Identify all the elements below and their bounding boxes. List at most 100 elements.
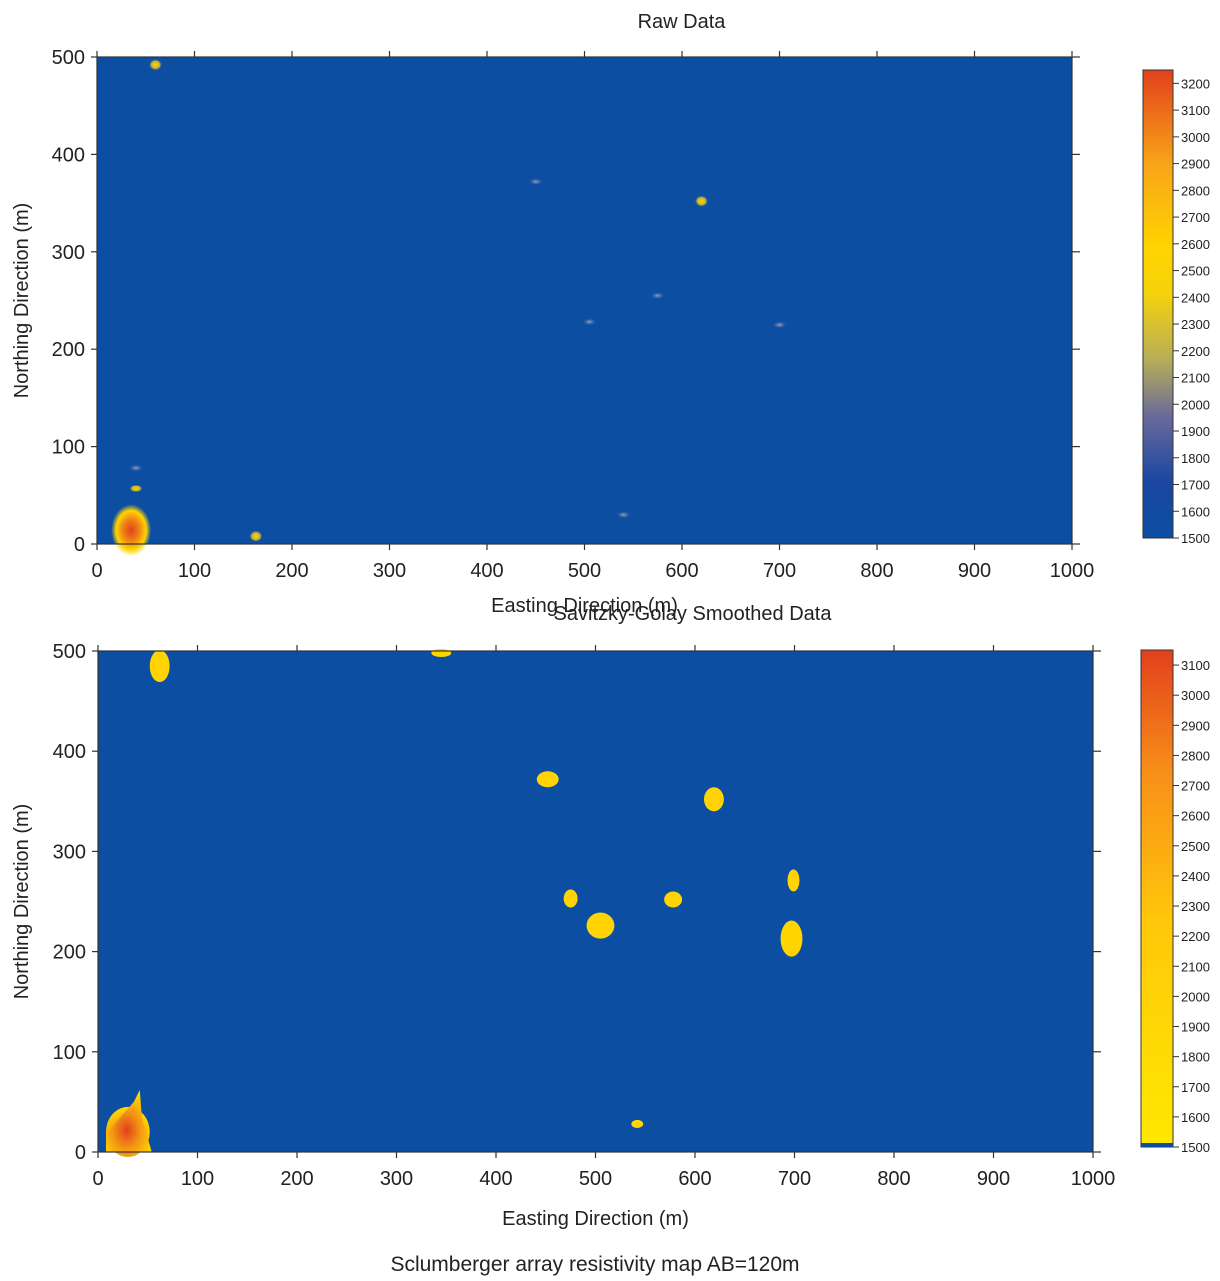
y-tick-label: 0 — [74, 534, 85, 556]
anomaly-mark — [105, 1089, 152, 1152]
colorbar-tick-label: 2600 — [1181, 809, 1210, 824]
y-tick-label: 500 — [52, 47, 85, 69]
x-tick-label: 100 — [181, 1168, 214, 1190]
x-tick-label: 0 — [92, 1168, 103, 1190]
x-axis-label: Easting Direction (m) — [491, 595, 678, 617]
anomaly-mark — [694, 195, 709, 208]
y-axis-label: Northing Direction (m) — [11, 804, 33, 1000]
colorbar-scale — [1140, 649, 1174, 1148]
y-tick-label: 100 — [52, 437, 85, 459]
x-tick-label: 700 — [763, 560, 796, 582]
anomaly-mark — [248, 530, 263, 543]
colorbar-tick-label: 2500 — [1181, 264, 1210, 279]
x-tick-label: 500 — [568, 560, 601, 582]
anomaly-mark — [128, 464, 144, 473]
anomaly-mark — [536, 771, 559, 788]
colorbar-tick-label: 2400 — [1181, 290, 1210, 305]
x-tick-label: 600 — [678, 1168, 711, 1190]
x-tick-label: 1000 — [1050, 560, 1095, 582]
x-tick-label: 900 — [977, 1168, 1010, 1190]
anomaly-mark — [664, 891, 683, 908]
anomaly-mark — [649, 291, 666, 300]
anomaly-mark — [780, 920, 803, 957]
colorbar-low-band — [1141, 1143, 1173, 1147]
x-tick-label: 100 — [178, 560, 211, 582]
colorbar-tick-label: 3100 — [1181, 658, 1210, 673]
anomaly-mark — [527, 177, 544, 186]
colorbar-tick-label: 1800 — [1181, 1050, 1210, 1065]
x-tick-label: 800 — [860, 560, 893, 582]
y-axis-label: Northing Direction (m) — [11, 203, 33, 399]
figure-caption: Sclumberger array resistivity map AB=120… — [390, 1253, 800, 1276]
colorbar-tick-label: 1600 — [1181, 1110, 1210, 1125]
colorbar-tick-label: 2300 — [1181, 317, 1210, 332]
colorbar-tick-label: 1900 — [1181, 424, 1210, 439]
x-tick-label: 200 — [275, 560, 308, 582]
anomaly-mark — [431, 648, 452, 658]
plot-area — [97, 57, 1072, 544]
colorbar-tick-label: 1500 — [1181, 531, 1210, 546]
x-tick-label: 300 — [373, 560, 406, 582]
x-tick-label: 500 — [579, 1168, 612, 1190]
y-tick-label: 500 — [53, 641, 86, 663]
x-tick-label: 300 — [380, 1168, 413, 1190]
y-tick-label: 200 — [52, 339, 85, 361]
colorbar-tick-label: 1500 — [1181, 1140, 1210, 1155]
colorbar-tick-label: 3000 — [1181, 688, 1210, 703]
plot-area — [98, 651, 1093, 1152]
anomaly-mark — [581, 317, 598, 326]
colorbar-tick-label: 2700 — [1181, 210, 1210, 225]
x-tick-label: 1000 — [1071, 1168, 1116, 1190]
colorbar-tick-label: 2000 — [1181, 989, 1210, 1004]
colorbar: 1500 1600 1700 1800 1900 2000 2100 2200 2300 2400… — [1142, 69, 1210, 546]
x-tick-label: 200 — [280, 1168, 313, 1190]
colorbar-tick-label: 2500 — [1181, 839, 1210, 854]
x-tick-label: 600 — [665, 560, 698, 582]
y-tick-label: 400 — [53, 741, 86, 763]
colorbar-tick-label: 2700 — [1181, 779, 1210, 794]
colorbar-tick-label: 2400 — [1181, 869, 1210, 884]
colorbar-tick-label: 2300 — [1181, 899, 1210, 914]
colorbar-tick-label: 2000 — [1181, 397, 1210, 412]
colorbar: 1500 1600 1700 1800 1900 2000 2100 2200 2300 2400… — [1140, 649, 1210, 1155]
chart-panel-2: 0 100 200 300 400 500 600 700 800 900 1000 0 100 200 3… — [11, 603, 1210, 1230]
anomaly-mark — [148, 58, 163, 71]
colorbar-tick-label: 2900 — [1181, 157, 1210, 172]
colorbar-tick-label: 1800 — [1181, 451, 1210, 466]
y-tick-label: 300 — [52, 242, 85, 264]
anomaly-mark — [615, 510, 632, 519]
y-tick-label: 300 — [53, 841, 86, 863]
x-tick-label: 700 — [778, 1168, 811, 1190]
x-tick-label: 400 — [470, 560, 503, 582]
x-axis-label: Easting Direction (m) — [502, 1208, 689, 1230]
colorbar-scale — [1142, 69, 1174, 539]
colorbar-tick-label: 2100 — [1181, 371, 1210, 386]
anomaly-mark — [111, 504, 152, 557]
y-tick-label: 200 — [53, 942, 86, 964]
colorbar-tick-label: 2800 — [1181, 183, 1210, 198]
colorbar-tick-label: 2200 — [1181, 344, 1210, 359]
x-tick-label: 0 — [91, 560, 102, 582]
chart-title: Raw Data — [638, 11, 727, 33]
colorbar-tick-label: 1700 — [1181, 478, 1210, 493]
anomaly-mark — [631, 1119, 644, 1128]
colorbar-tick-label: 2200 — [1181, 929, 1210, 944]
colorbar-tick-label: 1600 — [1181, 504, 1210, 519]
anomaly-mark — [586, 912, 615, 939]
anomaly-mark — [771, 320, 788, 329]
y-tick-label: 0 — [75, 1142, 86, 1164]
chart-title: Savitzky-Golay Smoothed Data — [554, 603, 833, 625]
colorbar-tick-label: 2600 — [1181, 237, 1210, 252]
colorbar-tick-label: 3100 — [1181, 103, 1210, 118]
anomaly-mark — [563, 889, 578, 908]
colorbar-tick-label: 3000 — [1181, 130, 1210, 145]
x-tick-label: 800 — [877, 1168, 910, 1190]
colorbar-tick-label: 2100 — [1181, 959, 1210, 974]
colorbar-tick-label: 2800 — [1181, 748, 1210, 763]
chart-panel-1: 0 100 200 300 400 500 600 700 800 900 1000 0 100 200 3… — [11, 11, 1210, 617]
y-tick-label: 100 — [53, 1042, 86, 1064]
colorbar-tick-label: 2900 — [1181, 718, 1210, 733]
colorbar-tick-label: 1700 — [1181, 1080, 1210, 1095]
anomaly-mark — [787, 869, 800, 892]
